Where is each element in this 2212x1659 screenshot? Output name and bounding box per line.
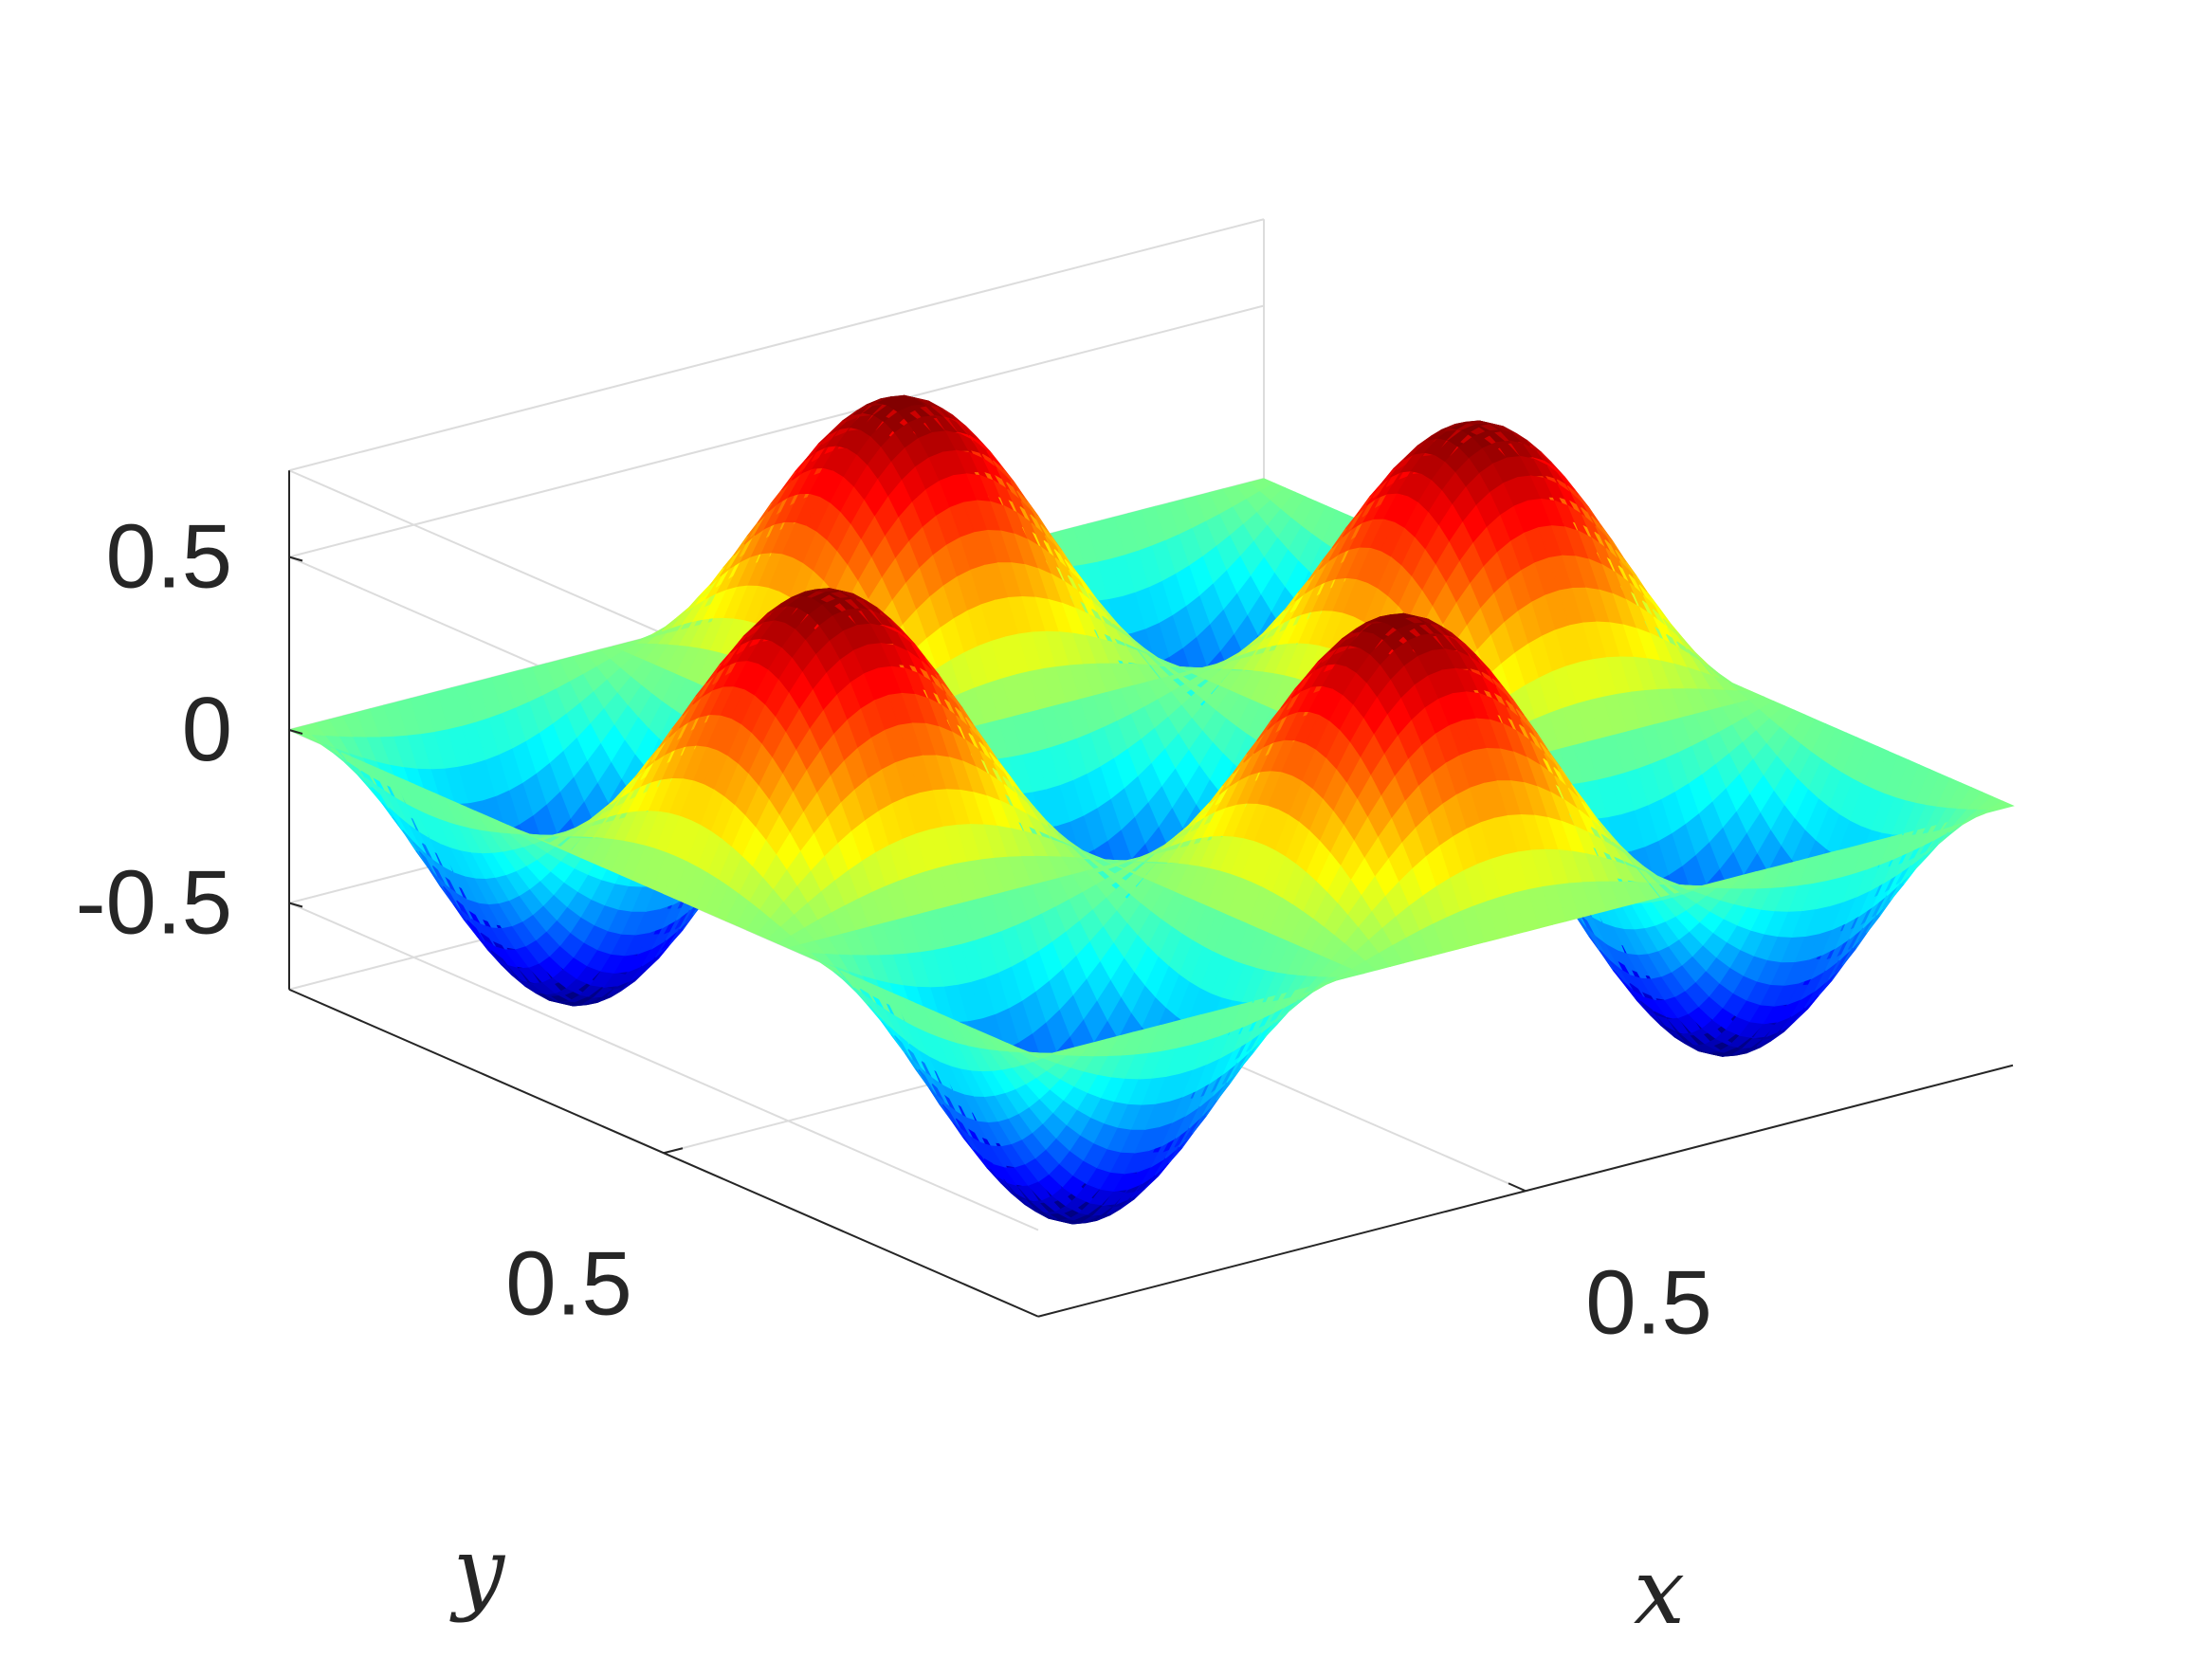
surface-mesh (287, 394, 2015, 1225)
grid-z-line-right (288, 304, 1265, 558)
grid-top-edge-right (288, 218, 1265, 472)
